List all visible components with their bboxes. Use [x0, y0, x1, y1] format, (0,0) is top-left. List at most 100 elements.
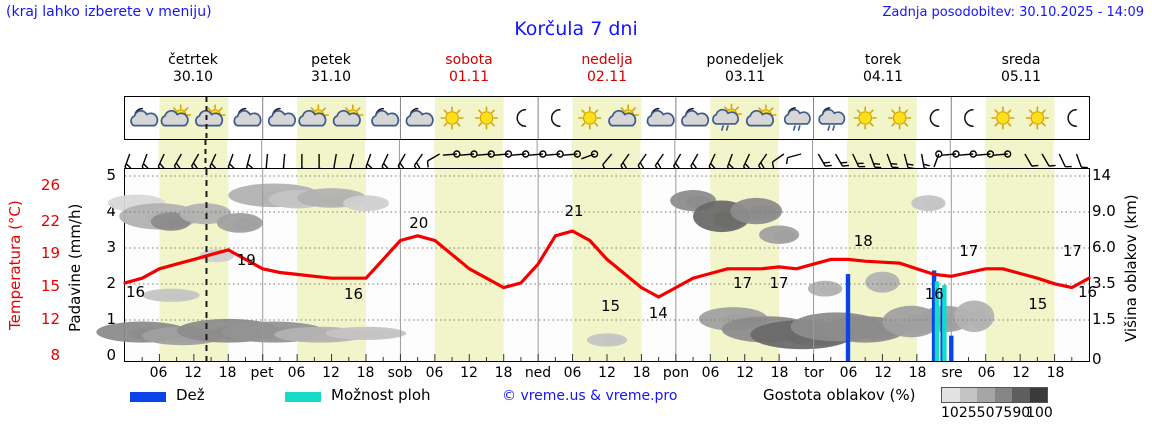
weather-icon-sun-cloud	[745, 104, 777, 127]
x-tick-18: 18	[770, 365, 789, 381]
wind-barb	[869, 153, 882, 169]
cloud-density-legend-label: Gostota oblakov (%)	[763, 386, 916, 404]
cloud-density-tick-1: 25	[958, 405, 977, 421]
wind-barb	[817, 153, 832, 167]
wind-barb	[563, 150, 582, 158]
x-tick-22: 18	[908, 365, 927, 381]
temperature-point-label: 14	[648, 304, 668, 322]
day-header-7: sreda 05.11	[952, 52, 1090, 86]
temperature-point-label: 20	[409, 213, 429, 232]
precip-bar-showers	[942, 284, 947, 361]
wind-barb	[976, 150, 995, 158]
wind-barb	[426, 153, 440, 168]
day-name: torek	[864, 52, 902, 68]
day-header-3: sobota 01.11	[400, 52, 538, 86]
page-title: Korčula 7 dni	[514, 18, 638, 40]
wind-barbs	[124, 140, 1088, 173]
cloud-density-step-5	[1029, 388, 1047, 402]
wind-barb	[1075, 153, 1088, 169]
temperature-point-label: 17	[1062, 241, 1082, 260]
wind-barb	[834, 153, 850, 167]
wind-barb	[1041, 153, 1056, 167]
temperature-point-label: 17	[959, 241, 979, 260]
cloud-density-step-0	[942, 388, 960, 402]
x-tick-23: sre	[941, 365, 963, 381]
cloud-height-tick-1: 9.0	[1092, 202, 1116, 220]
x-tick-19: tor	[804, 365, 824, 381]
weather-icon-sun-cloud	[608, 104, 639, 127]
cloud-height-tick-4: 1.5	[1092, 310, 1116, 328]
day-name: ponedeljek	[706, 52, 784, 68]
wind-barb	[1058, 153, 1072, 168]
cloud-density-ramp	[941, 387, 1048, 403]
day-header-1: četrtek 30.10	[124, 52, 262, 86]
x-tick-11: ned	[524, 365, 552, 381]
weather-icon-moon-cloud	[371, 107, 400, 127]
x-tick-9: 12	[460, 365, 478, 381]
x-tick-1: 12	[184, 365, 202, 381]
x-tick-8: 06	[425, 365, 444, 381]
showers-legend-label: Možnost ploh	[331, 386, 431, 404]
temperature-point-label: 15	[601, 296, 621, 315]
precip-bar-rain	[931, 270, 937, 361]
day-date: 31.10	[310, 69, 352, 85]
wind-barb	[785, 153, 802, 165]
weather-icon-moon-cloud-rain	[783, 107, 811, 131]
weather-icon-sun	[991, 106, 1015, 130]
day-name: sreda	[1001, 52, 1041, 68]
wind-barb	[546, 150, 564, 158]
cloud-density-tick-3: 75	[994, 405, 1013, 421]
day-header-5: ponedeljek 03.11	[676, 52, 814, 86]
wind-barb	[477, 150, 495, 158]
temperature-point-label: 19	[236, 250, 256, 269]
rain-legend-swatch	[130, 392, 166, 402]
wind-barb	[852, 153, 866, 168]
weather-icon-sun	[1025, 106, 1049, 130]
weather-icon-sun	[853, 106, 877, 130]
day-header-4: nedelja 02.11	[538, 52, 676, 86]
temperature-point-label: 17	[769, 273, 789, 292]
weather-icon-sun-cloud	[298, 104, 329, 127]
x-tick-7: sob	[387, 365, 413, 381]
precipitation-tick-1: 4	[106, 202, 116, 220]
precipitation-tick-5: 0	[106, 346, 116, 364]
weather-icon-sun-cloud	[195, 104, 226, 127]
wind-barb	[942, 150, 960, 158]
wind-barb	[581, 150, 599, 160]
cloud-height-tick-2: 6.0	[1092, 238, 1116, 256]
x-tick-25: 12	[1012, 365, 1030, 381]
precip-bar-showers	[934, 281, 940, 361]
precip-bar-rain	[949, 335, 954, 361]
plot-graphics	[96, 169, 1091, 361]
day-name: nedelja	[581, 52, 633, 68]
weather-icon-sun-cloud	[332, 104, 364, 127]
copyright-link[interactable]: © vreme.us & vreme.pro	[502, 388, 678, 404]
cloud-height-tick-5: 0	[1092, 350, 1102, 368]
weather-icon-moon	[516, 109, 527, 127]
precipitation-tick-0: 5	[106, 166, 116, 184]
day-name: petek	[311, 52, 351, 68]
temperature-tick-1: 22	[40, 212, 60, 230]
precipitation-tick-3: 2	[106, 274, 116, 292]
x-tick-17: 12	[736, 365, 754, 381]
x-tick-5: 12	[322, 365, 340, 381]
x-tick-14: 18	[632, 365, 651, 381]
temperature-point-label: 16	[1078, 283, 1098, 302]
weather-icon-sun	[474, 106, 499, 130]
wind-barb	[993, 150, 1012, 158]
day-date: 01.11	[448, 69, 490, 85]
cloud-density-tick-5: 100	[1026, 405, 1053, 421]
weather-icon-moon	[551, 109, 561, 127]
day-date: 04.11	[862, 69, 904, 85]
x-tick-2: 18	[218, 365, 237, 381]
precipitation-axis-title: Padavine (mm/h)	[66, 203, 84, 332]
x-tick-26: 18	[1046, 365, 1065, 381]
weather-icon-sun	[578, 106, 602, 130]
temperature-point-label: 16	[344, 285, 364, 304]
day-date: 05.11	[1000, 69, 1042, 85]
temperature-tick-3: 15	[40, 277, 60, 295]
weather-icon-moon-cloud	[405, 107, 434, 127]
cloud-density-step-3	[994, 388, 1012, 402]
temperature-point-label: 21	[564, 202, 584, 221]
weather-icon-moon-cloud	[130, 107, 159, 127]
